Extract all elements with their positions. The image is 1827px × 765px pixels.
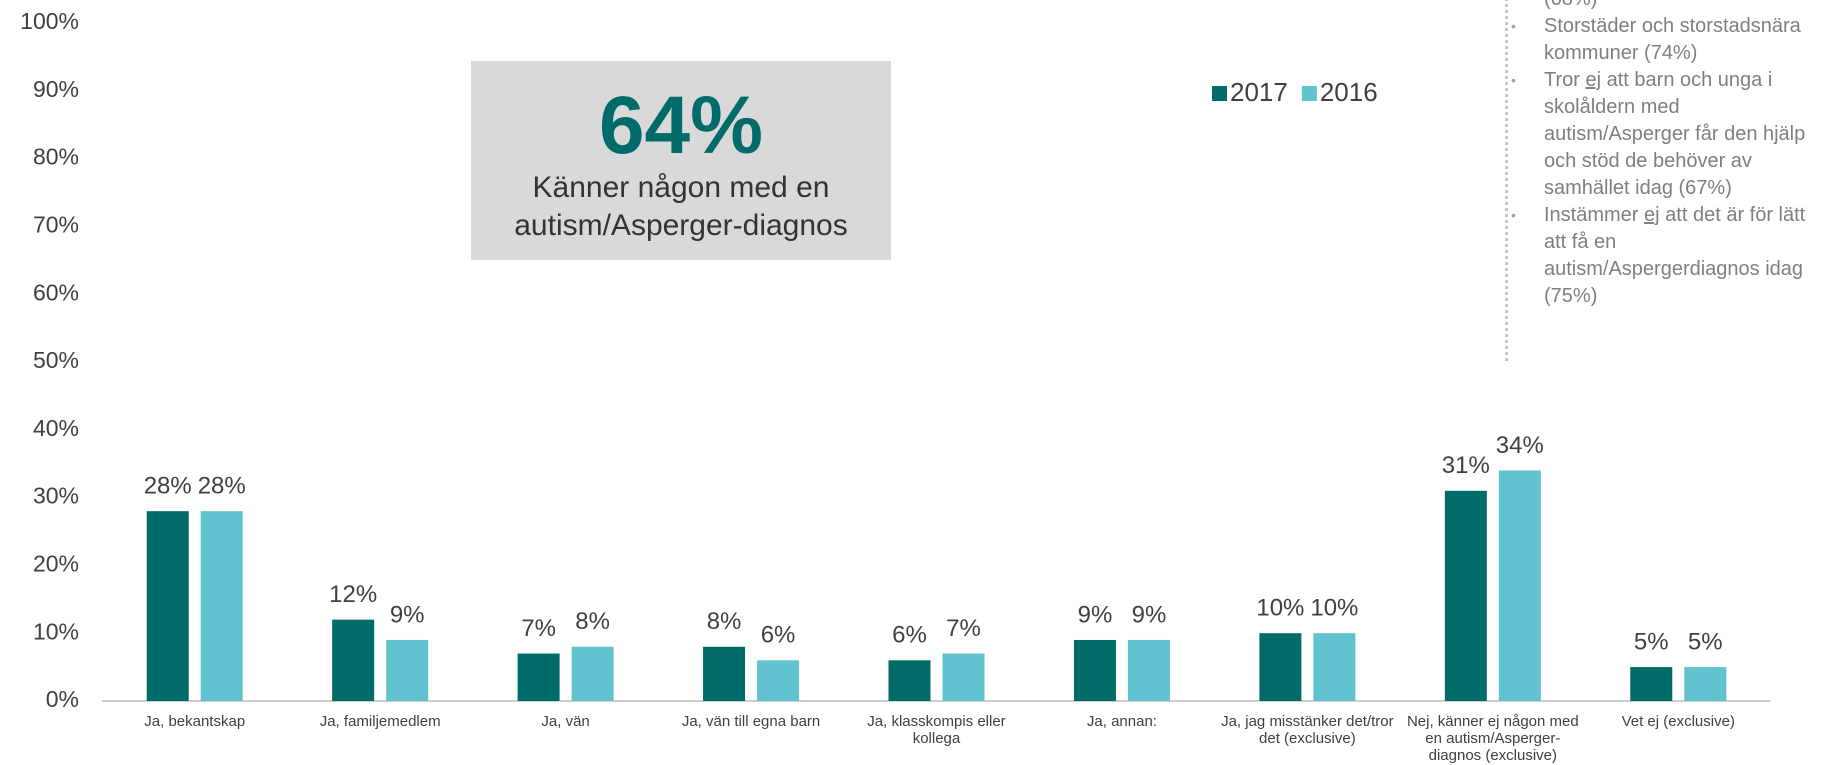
y-tick-label: 70% xyxy=(33,211,79,237)
value-label: 5% xyxy=(1634,628,1669,655)
legend-label: 2016 xyxy=(1320,77,1378,107)
value-label: 9% xyxy=(1132,601,1167,628)
x-tick-label: Ja, familjemedlem xyxy=(319,713,441,730)
bar xyxy=(1127,639,1170,701)
value-label: 8% xyxy=(575,608,610,635)
note-item: Tror ej att barn och unga i skolåldern m… xyxy=(1511,67,1826,202)
bar xyxy=(1684,667,1727,701)
value-label: 28% xyxy=(198,473,246,500)
bar xyxy=(200,511,243,701)
bar xyxy=(757,660,800,701)
y-tick-label: 20% xyxy=(33,550,79,576)
value-label: 10% xyxy=(1310,595,1358,622)
value-label: 6% xyxy=(761,622,796,649)
note-item: Instämmer ej att det är för lätt att få … xyxy=(1511,202,1826,310)
note-text: (68%) xyxy=(1544,0,1597,10)
x-tick-label: Ja, bekantskap xyxy=(144,713,246,730)
x-tick-label: Nej, känner ej någon med en autism/Asper… xyxy=(1406,713,1579,764)
value-label: 7% xyxy=(946,615,981,642)
callout-headline: 64% xyxy=(598,80,764,171)
bar xyxy=(1630,667,1673,701)
note-text: ej xyxy=(1585,69,1602,91)
legend-label: 2017 xyxy=(1230,77,1288,107)
legend-swatch xyxy=(1301,86,1317,101)
bar xyxy=(517,653,560,701)
note-item: (68%) xyxy=(1544,0,1826,13)
note-text: Storstäder och storstadsnära kommuner (7… xyxy=(1544,15,1801,64)
value-label: 6% xyxy=(892,622,927,649)
value-label: 31% xyxy=(1442,452,1490,479)
bar xyxy=(703,646,746,701)
value-label: 7% xyxy=(521,615,556,642)
bar xyxy=(146,511,189,701)
value-label: 8% xyxy=(707,608,742,635)
note-text: Instämmer xyxy=(1544,204,1645,226)
callout: 64% Känner någon med en autism/Asperger-… xyxy=(471,61,891,260)
y-tick-label: 30% xyxy=(33,483,79,509)
note-text: ej xyxy=(1644,204,1660,226)
value-label: 9% xyxy=(1078,601,1113,628)
x-tick-label: Ja, klasskompis eller kollega xyxy=(867,713,1006,747)
x-tick-label: Ja, vän xyxy=(541,713,590,730)
legend-swatch xyxy=(1212,86,1227,101)
bar xyxy=(888,660,931,701)
side-notes: (68%) Storstäder och storstadsnära kommun… xyxy=(1505,0,1826,361)
note-text: att det är för lätt att få en autism/Asp… xyxy=(1544,204,1806,307)
x-tick-label: Ja, annan: xyxy=(1086,713,1157,730)
note-list: (68%) Storstäder och storstadsnära kommun… xyxy=(1508,0,1826,310)
note-text: Tror xyxy=(1544,69,1586,91)
y-tick-label: 90% xyxy=(33,76,79,102)
y-tick-label: 40% xyxy=(33,415,79,441)
y-tick-label: 50% xyxy=(33,347,79,373)
x-tick-label: Ja, vän till egna barn xyxy=(681,713,821,730)
value-label: 9% xyxy=(390,601,425,628)
bar xyxy=(571,646,614,701)
value-label: 28% xyxy=(144,473,192,500)
bar xyxy=(1444,490,1487,701)
value-label: 34% xyxy=(1496,432,1544,459)
bar xyxy=(1498,470,1541,701)
bar xyxy=(386,639,429,701)
value-label: 5% xyxy=(1688,628,1723,655)
bar xyxy=(1313,633,1356,701)
bar xyxy=(942,653,985,701)
value-label: 10% xyxy=(1256,595,1304,622)
bar xyxy=(332,619,375,701)
y-tick-label: 100% xyxy=(20,8,79,34)
y-tick-label: 80% xyxy=(33,144,79,170)
y-tick-label: 0% xyxy=(46,686,79,712)
x-tick-label: Ja, jag misstänker det/tror det (exclusi… xyxy=(1221,713,1394,747)
bar xyxy=(1259,633,1302,701)
callout-text: Känner någon med en autism/Asperger-diag… xyxy=(514,171,848,242)
note-item: Storstäder och storstadsnära kommuner (7… xyxy=(1511,13,1826,67)
value-label: 12% xyxy=(329,581,377,608)
y-tick-label: 10% xyxy=(33,618,79,644)
y-tick-label: 60% xyxy=(33,279,79,305)
note-text: att barn och unga i skolåldern med autis… xyxy=(1544,69,1806,199)
x-tick-label: Vet ej (exclusive) xyxy=(1621,713,1735,730)
bar xyxy=(1073,639,1116,701)
